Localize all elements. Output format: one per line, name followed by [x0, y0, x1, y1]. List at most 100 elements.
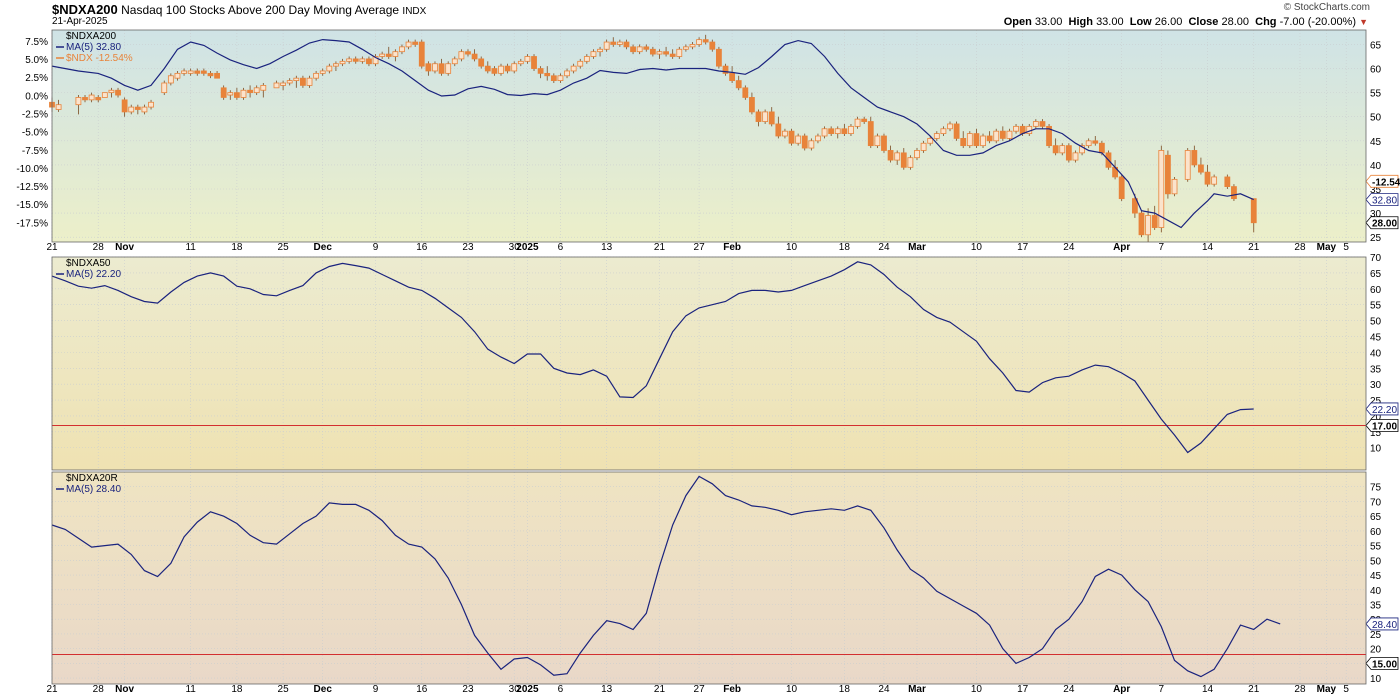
left-axis-tick-label: 0.0% — [25, 91, 48, 102]
candle-body — [531, 56, 537, 69]
candle-body — [319, 70, 326, 74]
candle — [1085, 138, 1092, 149]
panel-background — [52, 30, 1366, 242]
candle — [121, 97, 128, 117]
candle-body — [676, 48, 683, 57]
x-axis-tick-label: 13 — [601, 684, 613, 695]
candle — [841, 123, 848, 136]
right-axis-tick-label: 35 — [1370, 185, 1382, 196]
candle — [445, 61, 452, 76]
right-axis-tick-label: 60 — [1370, 65, 1382, 76]
candle — [148, 99, 154, 110]
candle-body — [729, 72, 736, 81]
x-axis-tick-label: Apr — [1113, 242, 1130, 253]
x-axis-tick-label: 25 — [278, 684, 290, 695]
candle — [610, 37, 617, 47]
x-axis-tick-label: May — [1317, 684, 1337, 695]
candle-body — [795, 135, 802, 144]
legend-entry: $NDXA50 — [66, 258, 111, 269]
candle — [933, 131, 940, 141]
candle-body — [465, 51, 471, 55]
candle-body — [1198, 164, 1204, 173]
candle-body — [1231, 186, 1237, 200]
down-caret-icon: ▼ — [1359, 17, 1368, 27]
candle-body — [1098, 142, 1105, 154]
right-axis-tick-label: 30 — [1370, 380, 1382, 391]
candle-body — [577, 60, 584, 67]
candle-body — [1092, 140, 1099, 144]
candle-body — [960, 138, 967, 147]
low-value: 26.00 — [1154, 16, 1183, 28]
candle — [253, 85, 260, 96]
candle-body — [696, 39, 702, 45]
candle — [418, 39, 425, 69]
candle-body — [1158, 150, 1165, 228]
candle-body — [220, 87, 227, 98]
right-axis-tick-label: 50 — [1370, 556, 1382, 567]
candle — [319, 68, 326, 76]
candle — [1006, 128, 1013, 141]
candle — [392, 49, 399, 62]
left-axis-tick-label: -17.5% — [16, 218, 48, 229]
candle — [207, 70, 214, 79]
candle-body — [432, 63, 438, 72]
candle-body — [1006, 130, 1013, 139]
value-label-box — [1365, 174, 1399, 188]
candle-body — [815, 135, 821, 142]
candle — [82, 95, 88, 103]
candle-body — [999, 130, 1006, 139]
candle-body — [260, 85, 267, 91]
x-axis-tick-label: 10 — [786, 684, 798, 695]
candle-body — [643, 46, 650, 50]
candle — [1039, 119, 1046, 129]
x-axis-tick-label: 2025 — [516, 242, 539, 253]
candle-body — [1151, 215, 1158, 228]
candle — [399, 44, 405, 55]
candle-body — [425, 63, 432, 72]
candle — [101, 92, 108, 98]
candle-body — [286, 80, 293, 84]
candle-body — [233, 92, 240, 98]
candle — [834, 126, 841, 139]
candle-body — [55, 104, 62, 110]
candle-body — [306, 77, 313, 86]
candle — [167, 73, 174, 86]
right-axis-tick-label: 60 — [1370, 285, 1382, 296]
candle — [491, 66, 498, 76]
candle — [788, 128, 795, 146]
candle — [531, 54, 537, 71]
candle-body — [993, 130, 1000, 142]
candle-body — [478, 58, 485, 67]
candle — [280, 80, 287, 91]
right-axis-tick-label: 35 — [1370, 364, 1382, 375]
candle — [914, 148, 920, 161]
low-label: Low — [1129, 16, 1152, 28]
candle — [920, 140, 927, 153]
candle-body — [379, 53, 386, 57]
candle-body — [392, 51, 399, 57]
candle-body — [900, 152, 907, 168]
candle — [900, 148, 907, 170]
x-axis-tick-label: 5 — [1343, 242, 1349, 253]
x-axis-tick-label: 25 — [278, 242, 290, 253]
candle — [564, 68, 570, 79]
candle — [451, 56, 458, 67]
left-axis-tick-label: 7.5% — [25, 37, 48, 48]
panel-background — [52, 257, 1366, 470]
candle-body — [134, 106, 141, 110]
candle — [412, 39, 419, 47]
x-axis-tick-label: 18 — [839, 242, 851, 253]
candle-body — [709, 41, 716, 50]
candle-body — [1072, 152, 1079, 161]
candle — [484, 61, 491, 74]
candle-body — [181, 70, 187, 74]
candle-body — [1145, 215, 1152, 236]
candle-body — [167, 75, 174, 84]
candle-body — [498, 65, 504, 74]
candle — [735, 75, 742, 91]
value-label-text: 17.00 — [1372, 421, 1397, 432]
x-axis-tick-label: 23 — [462, 242, 474, 253]
candle — [134, 104, 141, 115]
